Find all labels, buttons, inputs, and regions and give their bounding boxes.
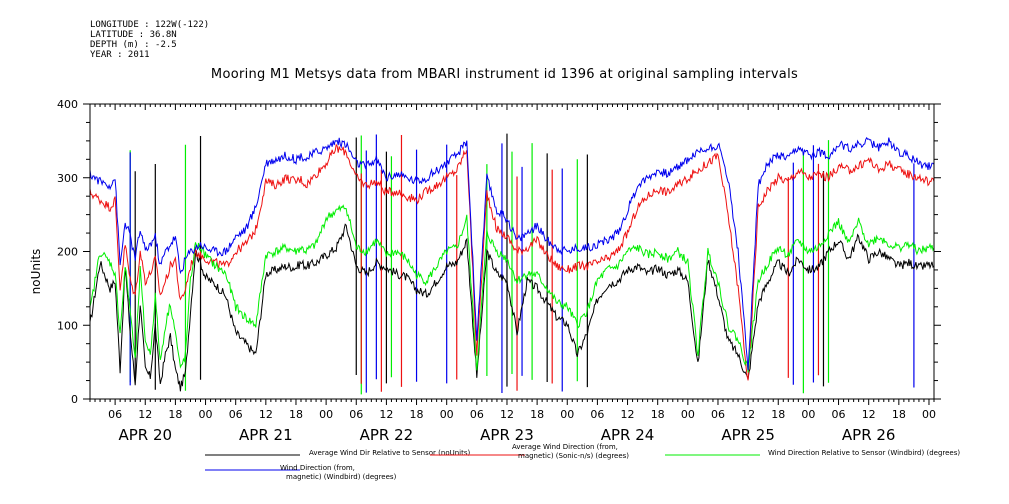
x-tick-label: 12	[862, 408, 876, 421]
x-tick-label: 18	[771, 408, 785, 421]
depth-label: DEPTH (m) : -2.5	[90, 40, 177, 50]
x-tick-label: 06	[590, 408, 604, 421]
x-tick-label: 18	[168, 408, 182, 421]
legend-label: Wind Direction (from, magnetic) (Windbird…	[280, 464, 397, 481]
series-line	[89, 223, 935, 392]
day-label: APR 25	[721, 426, 775, 444]
y-tick-label: 0	[71, 393, 78, 406]
x-tick-label: 06	[470, 408, 484, 421]
axes-layer: 06 12 18 00 06 12 18 00 06 12 18 00 06 12 18 00 06 12 18 00…	[29, 98, 941, 444]
y-tick-label: 400	[57, 98, 78, 111]
legend-label: Average Wind Dir Relative to Sensor (noU…	[309, 449, 470, 457]
x-tick-label: 00	[319, 408, 333, 421]
x-tick-label: 12	[741, 408, 755, 421]
longitude-label: LONGITUDE : 122W(-122)	[90, 20, 210, 30]
x-tick-label: 18	[410, 408, 424, 421]
series-line	[89, 143, 935, 381]
x-tick-label: 00	[801, 408, 815, 421]
x-tick-label: 06	[711, 408, 725, 421]
x-tick-label: 00	[560, 408, 574, 421]
year-label: YEAR : 2011	[90, 50, 150, 60]
day-label: APR 21	[239, 426, 293, 444]
day-label: APR 24	[601, 426, 655, 444]
latitude-label: LATITUDE : 36.8N	[90, 30, 177, 40]
x-tick-label: 12	[138, 408, 152, 421]
x-tick-label: 00	[922, 408, 936, 421]
y-tick-label: 100	[57, 319, 78, 332]
series-line	[89, 136, 935, 371]
x-tick-label: 18	[289, 408, 303, 421]
series-layer	[89, 136, 935, 392]
x-tick-label: 18	[892, 408, 906, 421]
legend: Average Wind Dir Relative to Sensor (noU…	[205, 443, 960, 481]
x-tick-label: 06	[349, 408, 363, 421]
metadata-block: LONGITUDE : 122W(-122) LATITUDE : 36.8N …	[90, 20, 209, 60]
day-label: APR 23	[480, 426, 534, 444]
y-tick-label: 300	[57, 172, 78, 185]
x-tick-label: 12	[379, 408, 393, 421]
x-tick-label: 18	[530, 408, 544, 421]
x-tick-label: 00	[440, 408, 454, 421]
day-label: APR 20	[118, 426, 172, 444]
x-tick-label: 12	[621, 408, 635, 421]
day-label: APR 22	[360, 426, 414, 444]
x-tick-label: 06	[108, 408, 122, 421]
legend-label: Wind Direction Relative to Sensor (Windb…	[768, 449, 960, 457]
legend-label: Average Wind Direction (from, magnetic) (…	[512, 443, 629, 460]
x-tick-label: 12	[500, 408, 514, 421]
x-tick-label: 18	[651, 408, 665, 421]
x-tick-label: 00	[681, 408, 695, 421]
x-tick-label: 06	[229, 408, 243, 421]
y-axis-label: noUnits	[29, 249, 43, 295]
series-line	[89, 204, 935, 373]
chart-title: Mooring M1 Metsys data from MBARI instru…	[210, 67, 799, 82]
x-tick-label: 06	[832, 408, 846, 421]
day-label: APR 26	[842, 426, 896, 444]
y-tick-label: 200	[57, 246, 78, 259]
x-tick-label: 00	[199, 408, 213, 421]
x-tick-label: 12	[259, 408, 273, 421]
